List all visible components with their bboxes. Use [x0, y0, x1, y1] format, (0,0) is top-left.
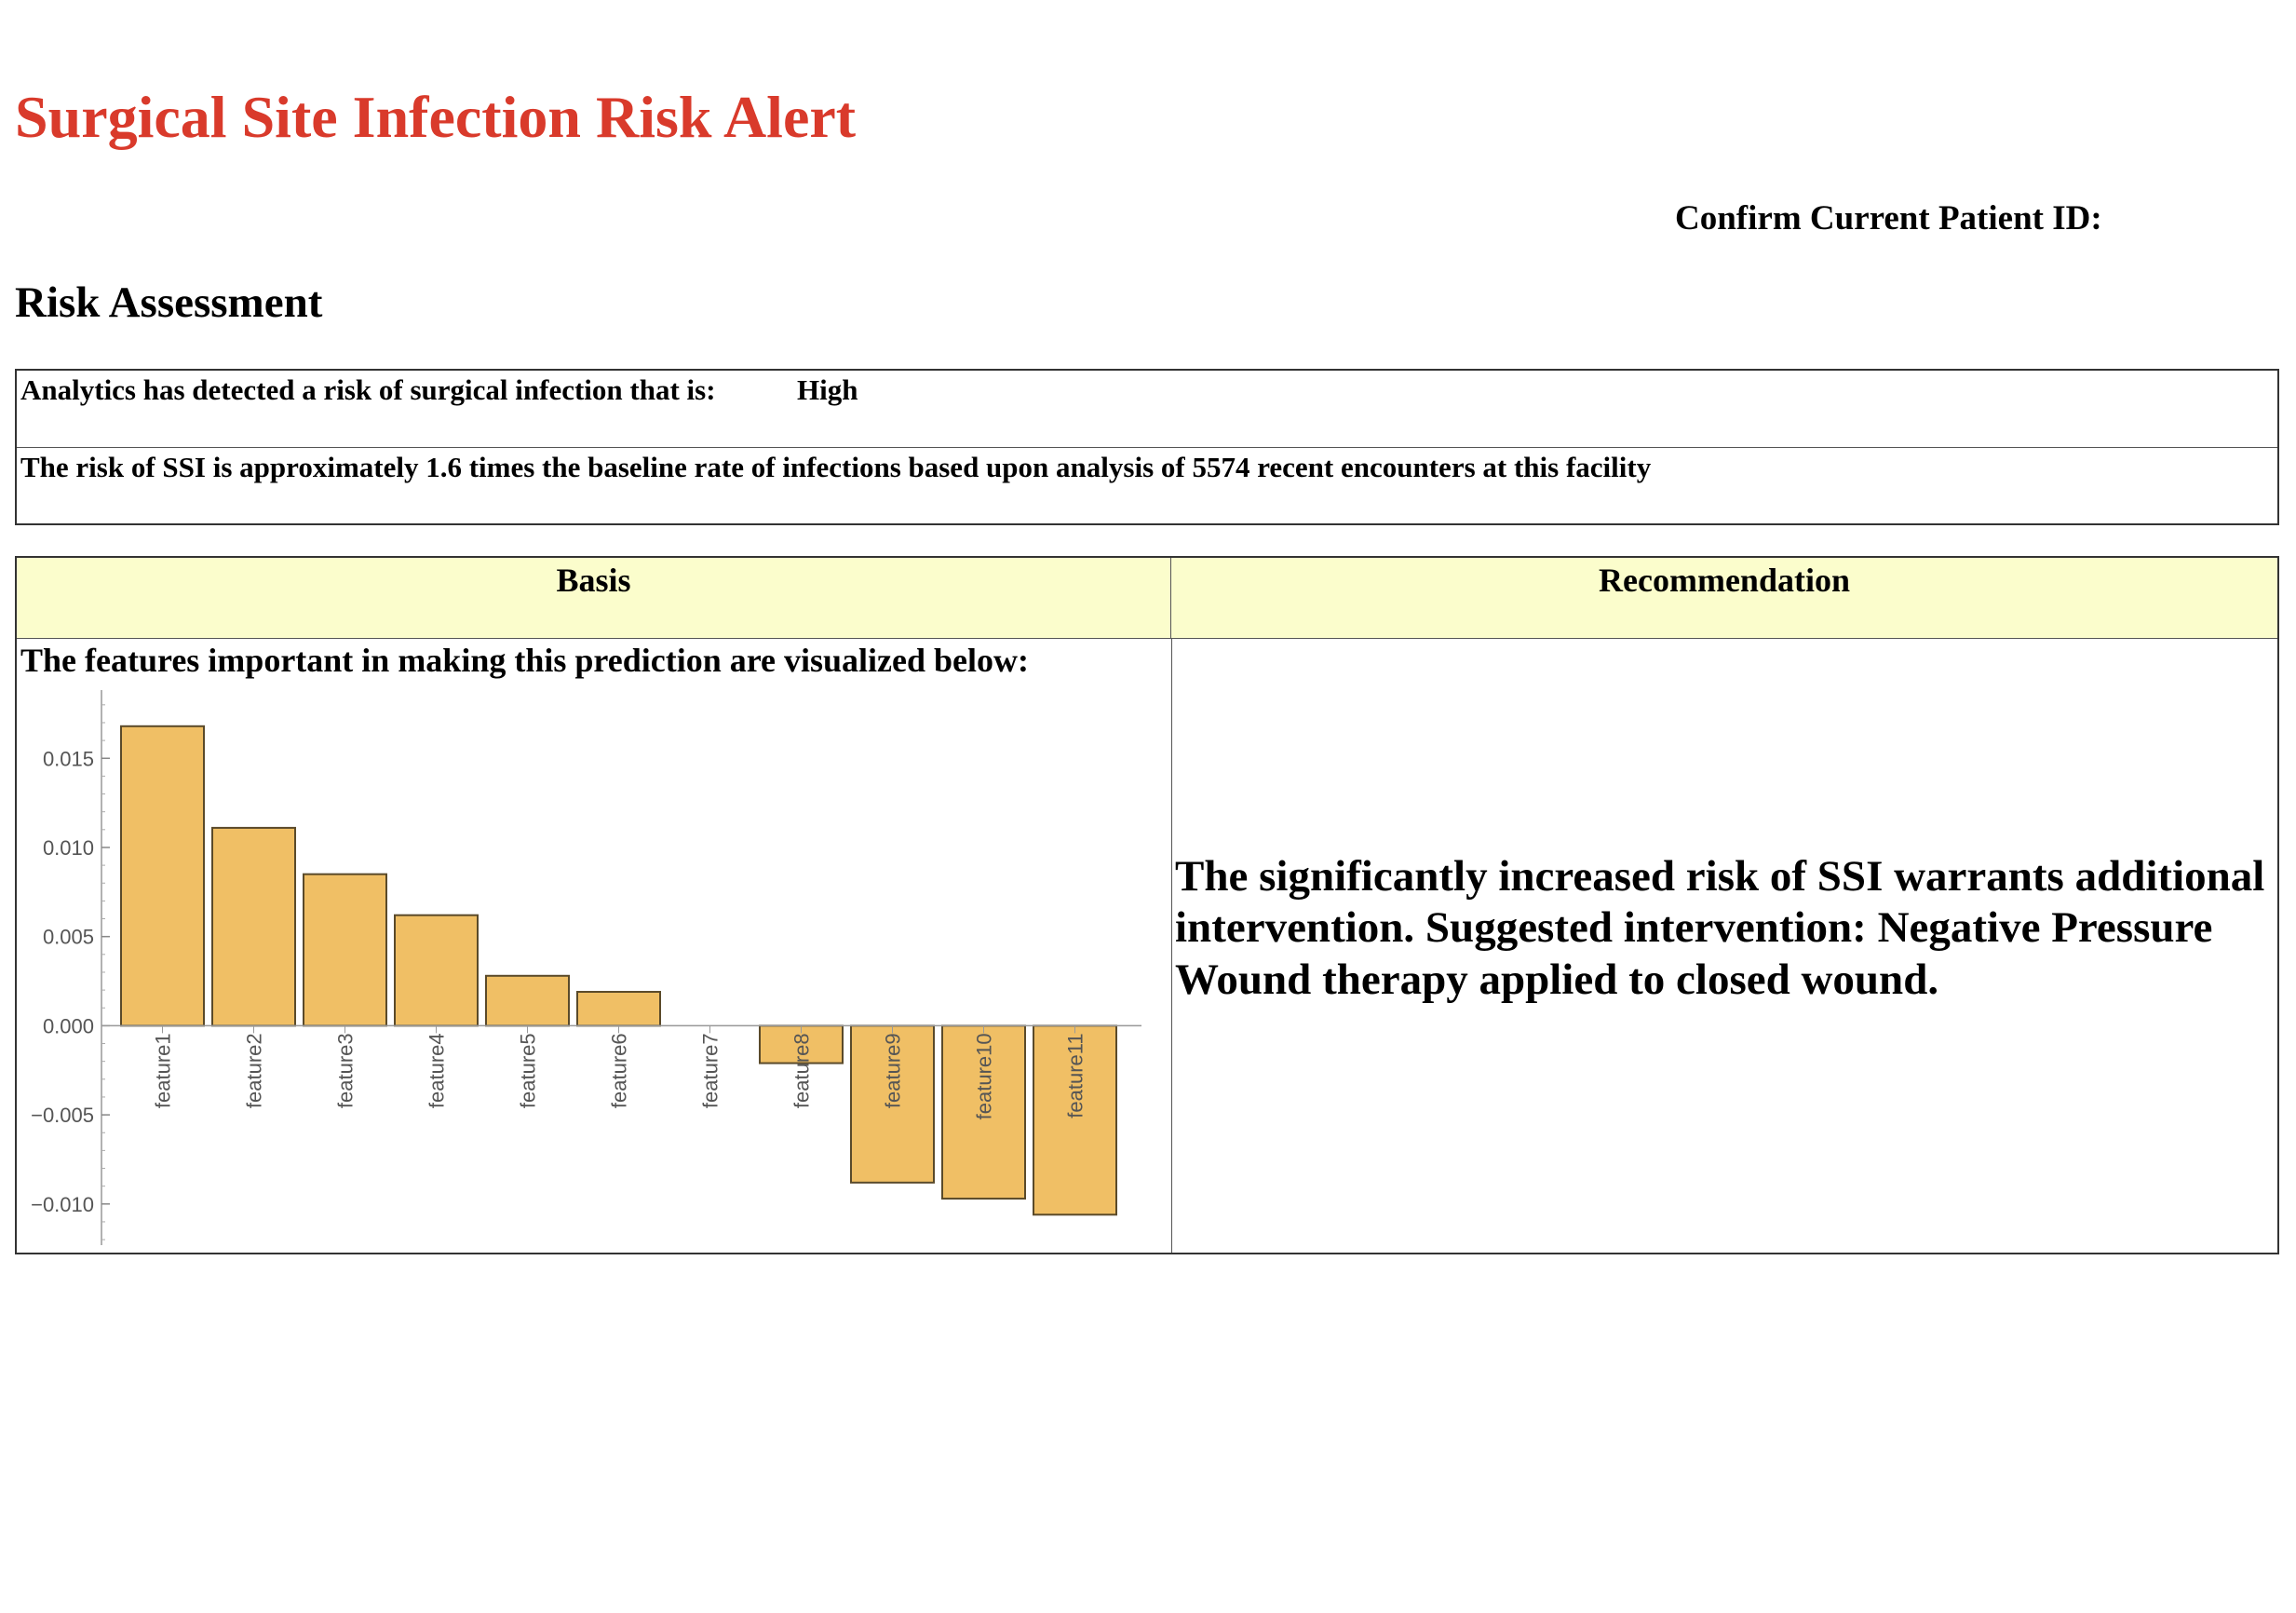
- basis-intro-text: The features important in making this pr…: [20, 642, 1030, 679]
- y-tick-label: −0.005: [31, 1104, 94, 1127]
- x-tick-label-feature7: feature7: [699, 1033, 723, 1108]
- x-tick-label-feature3: feature3: [334, 1033, 358, 1108]
- x-tick-label-feature4: feature4: [425, 1033, 449, 1108]
- risk-summary-text: The risk of SSI is approximately 1.6 tim…: [20, 451, 1652, 483]
- x-tick-label-feature9: feature9: [882, 1033, 905, 1108]
- risk-summary-row: The risk of SSI is approximately 1.6 tim…: [17, 448, 2277, 525]
- risk-summary-table: Analytics has detected a risk of surgica…: [15, 369, 2279, 525]
- risk-level-row: Analytics has detected a risk of surgica…: [17, 371, 2277, 448]
- risk-detected-label: Analytics has detected a risk of surgica…: [20, 373, 716, 406]
- bar-feature11: [1033, 1024, 1117, 1216]
- bar-feature1: [120, 725, 205, 1027]
- y-tick-label: 0.000: [43, 1014, 94, 1037]
- column-divider: [1171, 639, 1172, 1253]
- bar-feature2: [211, 826, 296, 1027]
- y-tick-label: 0.005: [43, 926, 94, 949]
- y-tick-label: 0.015: [43, 747, 94, 770]
- bar-feature9: [850, 1024, 935, 1184]
- risk-assessment-title: Risk Assessment: [15, 278, 323, 327]
- basis-header: Basis: [17, 558, 1171, 639]
- x-tick-label-feature2: feature2: [243, 1033, 266, 1108]
- x-tick-label-feature1: feature1: [152, 1033, 175, 1108]
- risk-level-value: High: [797, 373, 858, 406]
- basis-recommendation-table: Basis Recommendation The features import…: [15, 556, 2279, 1254]
- recommendation-header: Recommendation: [1171, 558, 2277, 639]
- x-tick-label-feature10: feature10: [973, 1033, 996, 1119]
- patient-id-label: Confirm Current Patient ID:: [1675, 199, 2102, 237]
- bar-feature4: [394, 914, 479, 1027]
- recommendation-text: The significantly increased risk of SSI …: [1175, 852, 2265, 1004]
- bar-feature3: [303, 873, 387, 1027]
- x-tick-label-feature8: feature8: [790, 1033, 814, 1108]
- bar-feature6: [576, 991, 661, 1027]
- x-tick-label-feature5: feature5: [517, 1033, 540, 1108]
- y-tick-label: −0.010: [31, 1193, 94, 1216]
- bar-feature5: [485, 974, 570, 1027]
- feature-importance-chart: 0.015 0.010 0.005 0.000 −0.005 −0.010 feature1…: [31, 690, 1141, 1245]
- x-tick-label-feature11: feature11: [1064, 1033, 1087, 1118]
- y-tick-label: 0.010: [43, 836, 94, 860]
- page-title: Surgical Site Infection Risk Alert: [15, 84, 857, 150]
- x-tick-label-feature6: feature6: [608, 1033, 631, 1108]
